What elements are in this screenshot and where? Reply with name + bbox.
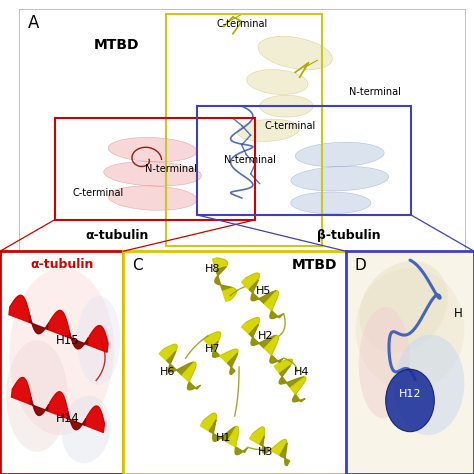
Polygon shape <box>212 258 228 270</box>
Polygon shape <box>48 392 68 418</box>
Text: C-terminal: C-terminal <box>73 188 124 198</box>
Polygon shape <box>215 281 233 291</box>
Polygon shape <box>235 447 247 455</box>
Text: β-tubulin: β-tubulin <box>317 229 381 243</box>
Polygon shape <box>270 439 287 456</box>
Text: α-tubulin: α-tubulin <box>85 229 149 243</box>
Polygon shape <box>212 341 219 357</box>
Text: H5: H5 <box>256 286 271 296</box>
Ellipse shape <box>237 119 300 141</box>
Text: N-terminal: N-terminal <box>146 164 197 174</box>
Ellipse shape <box>104 162 201 186</box>
Polygon shape <box>242 273 259 290</box>
Ellipse shape <box>291 166 389 191</box>
Polygon shape <box>250 427 264 444</box>
Polygon shape <box>274 359 292 373</box>
Text: C: C <box>132 258 143 273</box>
Polygon shape <box>182 362 196 383</box>
Ellipse shape <box>359 307 410 418</box>
Polygon shape <box>223 288 237 301</box>
Polygon shape <box>171 362 194 375</box>
Polygon shape <box>49 310 69 337</box>
Text: C-terminal: C-terminal <box>264 121 315 131</box>
Ellipse shape <box>356 268 465 391</box>
Ellipse shape <box>359 261 448 353</box>
Polygon shape <box>219 349 238 363</box>
Text: H14: H14 <box>56 412 80 425</box>
Polygon shape <box>11 377 30 404</box>
Polygon shape <box>204 332 220 347</box>
Polygon shape <box>209 420 218 441</box>
Text: H4: H4 <box>294 366 309 376</box>
Text: N-terminal: N-terminal <box>224 155 276 164</box>
Ellipse shape <box>246 70 308 94</box>
Ellipse shape <box>6 340 68 452</box>
Polygon shape <box>201 413 216 431</box>
Polygon shape <box>242 318 259 334</box>
Text: H6: H6 <box>160 366 175 376</box>
Text: H2: H2 <box>258 331 273 341</box>
Ellipse shape <box>258 36 332 70</box>
Polygon shape <box>227 427 238 448</box>
Polygon shape <box>30 397 49 415</box>
Polygon shape <box>270 356 283 363</box>
Bar <box>166 14 322 246</box>
Ellipse shape <box>9 268 114 435</box>
Ellipse shape <box>62 396 111 463</box>
Ellipse shape <box>386 369 434 432</box>
Polygon shape <box>280 443 290 465</box>
Polygon shape <box>67 411 86 430</box>
Polygon shape <box>68 330 89 349</box>
Text: H12: H12 <box>399 389 421 399</box>
Text: H7: H7 <box>205 344 220 354</box>
Polygon shape <box>88 326 108 352</box>
Polygon shape <box>188 383 201 390</box>
Ellipse shape <box>295 142 384 167</box>
Text: H1: H1 <box>216 433 231 443</box>
Bar <box>55 118 255 220</box>
Ellipse shape <box>291 192 371 214</box>
Ellipse shape <box>108 186 197 210</box>
Text: C-terminal: C-terminal <box>216 19 267 29</box>
Polygon shape <box>167 351 176 372</box>
Polygon shape <box>264 336 278 356</box>
Ellipse shape <box>260 95 313 117</box>
Text: MTBD: MTBD <box>292 258 337 272</box>
Polygon shape <box>264 291 278 311</box>
Polygon shape <box>279 365 290 384</box>
Polygon shape <box>260 437 270 453</box>
Text: D: D <box>355 258 367 273</box>
Polygon shape <box>281 377 304 388</box>
Ellipse shape <box>77 296 120 385</box>
Text: H: H <box>454 307 463 320</box>
Polygon shape <box>292 395 305 402</box>
Polygon shape <box>249 280 258 301</box>
Polygon shape <box>249 325 258 345</box>
Text: α-tubulin: α-tubulin <box>30 258 93 271</box>
Bar <box>197 106 411 215</box>
Polygon shape <box>215 427 236 442</box>
Text: MTBD: MTBD <box>94 38 140 53</box>
Polygon shape <box>291 377 306 395</box>
Polygon shape <box>253 291 276 304</box>
Text: H15: H15 <box>56 334 80 347</box>
Polygon shape <box>215 267 226 282</box>
Polygon shape <box>29 315 49 334</box>
Polygon shape <box>159 344 177 361</box>
Polygon shape <box>228 353 237 374</box>
Polygon shape <box>253 336 276 348</box>
Polygon shape <box>9 295 29 322</box>
Text: H3: H3 <box>258 447 273 457</box>
Ellipse shape <box>108 137 197 162</box>
Text: A: A <box>28 14 39 32</box>
Polygon shape <box>86 406 104 432</box>
Text: N-terminal: N-terminal <box>349 87 401 97</box>
Text: H8: H8 <box>205 264 220 274</box>
Ellipse shape <box>394 335 465 435</box>
Polygon shape <box>270 311 283 319</box>
